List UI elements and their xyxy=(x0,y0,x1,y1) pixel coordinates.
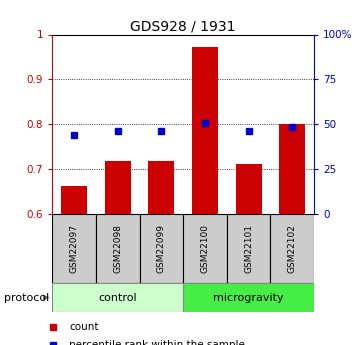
Bar xyxy=(270,214,314,283)
Text: control: control xyxy=(99,293,137,303)
Bar xyxy=(61,186,87,214)
Text: GSM22098: GSM22098 xyxy=(113,224,122,273)
Text: GSM22102: GSM22102 xyxy=(288,224,297,273)
Text: GSM22097: GSM22097 xyxy=(70,224,79,273)
Bar xyxy=(183,284,314,312)
Bar xyxy=(140,214,183,283)
Bar xyxy=(227,214,270,283)
Text: count: count xyxy=(69,322,99,332)
Text: GSM22099: GSM22099 xyxy=(157,224,166,273)
Text: microgravity: microgravity xyxy=(213,293,284,303)
Bar xyxy=(236,164,262,214)
Text: protocol: protocol xyxy=(4,293,49,303)
Bar xyxy=(52,214,96,283)
Bar xyxy=(52,284,183,312)
Text: percentile rank within the sample: percentile rank within the sample xyxy=(69,341,245,345)
Bar xyxy=(279,124,305,214)
Bar xyxy=(148,161,174,214)
Text: GSM22101: GSM22101 xyxy=(244,224,253,273)
Text: GSM22100: GSM22100 xyxy=(200,224,209,273)
Bar xyxy=(96,214,140,283)
Bar xyxy=(105,161,131,214)
Bar xyxy=(183,214,227,283)
Title: GDS928 / 1931: GDS928 / 1931 xyxy=(130,19,236,33)
Bar xyxy=(192,47,218,214)
